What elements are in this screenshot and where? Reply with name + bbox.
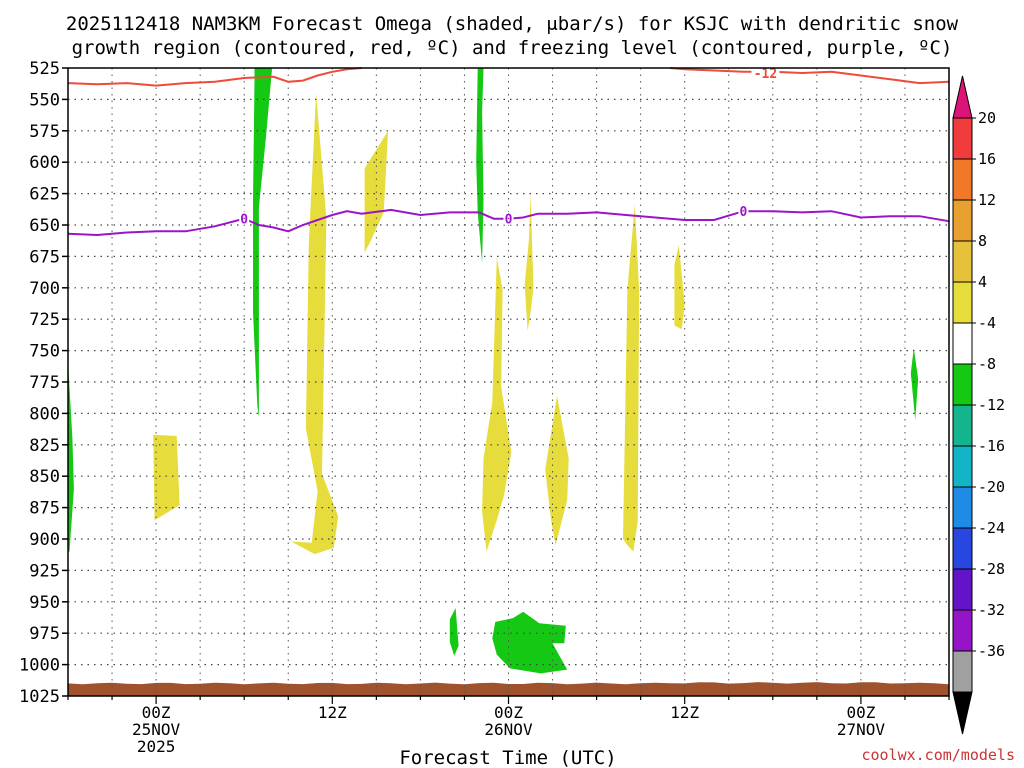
colorbar-swatch-7 [952, 404, 973, 447]
omega-region-negative-11 [910, 348, 919, 420]
ground-fill [68, 682, 949, 696]
y-tick-label-575: 575 [29, 122, 60, 142]
x-tick-label-3-0: 12Z [670, 703, 699, 722]
y-tick-label-850: 850 [29, 467, 60, 487]
colorbar-swatch-3 [952, 240, 973, 283]
colorbar-swatch-8 [952, 445, 973, 488]
y-tick-label-950: 950 [29, 593, 60, 613]
y-tick-label-700: 700 [29, 279, 60, 299]
y-tick-label-975: 975 [29, 624, 60, 644]
dgz-contour-segment-1 [669, 67, 950, 85]
freezing-label-bg-0 [239, 211, 250, 225]
colorbar-label--36: -36 [978, 642, 1005, 660]
dgz-contour-segment-0 [67, 67, 362, 87]
y-tick-label-675: 675 [29, 247, 60, 267]
x-tick-label-0-2: 2025 [137, 737, 176, 756]
freezing-level-label-1: 0 [505, 213, 513, 228]
colorbar-swatch-12 [952, 609, 973, 652]
colorbar-label-20: 20 [978, 109, 996, 127]
colorbar-label--4: -4 [978, 314, 996, 332]
omega-region-positive-6 [623, 204, 640, 552]
omega-region-negative-10 [68, 360, 74, 552]
x-tick-label-0-0: 00Z [142, 703, 171, 722]
colorbar-label-12: 12 [978, 191, 996, 209]
colorbar-label--8: -8 [978, 355, 996, 373]
y-tick-label-775: 775 [29, 373, 60, 393]
colorbar-label-8: 8 [978, 232, 987, 250]
dgz-label-bg [751, 66, 780, 81]
colorbar-swatch-0 [952, 117, 973, 160]
colorbar-swatch-13 [952, 650, 973, 693]
colorbar-label--32: -32 [978, 601, 1005, 619]
y-tick-label-900: 900 [29, 530, 60, 550]
colorbar-swatch-11 [952, 568, 973, 611]
x-axis-label: Forecast Time (UTC) [399, 747, 616, 768]
omega-region-positive-0 [291, 93, 339, 555]
omega-region-negative-13 [492, 611, 568, 674]
chart-title-line1: 2025112418 NAM3KM Forecast Omega (shaded… [66, 13, 959, 35]
colorbar-label-4: 4 [978, 273, 987, 291]
y-tick-label-800: 800 [29, 404, 60, 424]
omega-region-positive-5 [545, 395, 569, 546]
colorbar-swatch-4 [952, 281, 973, 324]
y-tick-label-1025: 1025 [19, 687, 60, 707]
freezing-label-bg-2 [738, 204, 749, 218]
credit-text: coolwx.com/models [861, 746, 1015, 764]
omega-region-positive-2 [153, 434, 180, 521]
y-tick-label-725: 725 [29, 310, 60, 330]
grid-lines [67, 68, 950, 696]
freezing-level-label-2: 0 [740, 205, 748, 220]
omega-region-negative-9 [476, 68, 484, 263]
colorbar-swatch-9 [952, 486, 973, 529]
colorbar-label--28: -28 [978, 560, 1005, 578]
y-tick-label-650: 650 [29, 216, 60, 236]
x-tick-label-4-0: 00Z [846, 703, 875, 722]
omega-region-negative-8 [253, 68, 273, 418]
x-tick-label-2-1: 26NOV [484, 720, 533, 739]
colorbar-label--16: -16 [978, 437, 1005, 455]
omega-region-positive-7 [674, 245, 685, 330]
colorbar-swatch-2 [952, 199, 973, 242]
y-tick-label-625: 625 [29, 185, 60, 205]
y-tick-label-750: 750 [29, 342, 60, 362]
colorbar-swatch-6 [952, 363, 973, 406]
x-tick-label-0-1: 25NOV [132, 720, 181, 739]
y-tick-label-525: 525 [29, 59, 60, 79]
colorbar-label-16: 16 [978, 150, 996, 168]
y-tick-label-825: 825 [29, 436, 60, 456]
omega-shading-layer [68, 68, 919, 674]
x-tick-label-4-1: 27NOV [837, 720, 886, 739]
colorbar-bottom-cap [952, 691, 973, 735]
freezing-level-label-0: 0 [240, 213, 248, 228]
y-axis: 525 550 575 600 625 650 675 700 725 750 775 800 825 8… [19, 59, 68, 707]
omega-region-positive-3 [482, 257, 512, 552]
x-tick-label-1-0: 12Z [318, 703, 347, 722]
colorbar: 20 16 12 8 4 -4 -8 -12 -16 -20 -24 -28 -32 -36 [952, 75, 1005, 735]
colorbar-swatch-10 [952, 527, 973, 570]
colorbar-top-cap [952, 75, 973, 119]
contour-layer: 0 0 0 -12 [67, 66, 950, 237]
chart-title-line2: growth region (contoured, red, ºC) and f… [72, 37, 953, 59]
freezing-label-bg-1 [503, 211, 514, 225]
y-tick-label-600: 600 [29, 153, 60, 173]
dgz-contour-label: -12 [754, 67, 777, 82]
ground-layer [68, 682, 949, 696]
omega-region-positive-4 [524, 193, 534, 331]
x-tick-label-2-0: 00Z [494, 703, 523, 722]
colorbar-label--12: -12 [978, 396, 1005, 414]
colorbar-swatch-5 [952, 322, 973, 365]
y-tick-label-925: 925 [29, 561, 60, 581]
y-tick-label-1000: 1000 [19, 656, 60, 676]
omega-region-negative-12 [449, 608, 459, 656]
colorbar-label--20: -20 [978, 478, 1005, 496]
y-tick-label-875: 875 [29, 499, 60, 519]
colorbar-label--24: -24 [978, 519, 1005, 537]
colorbar-swatch-1 [952, 158, 973, 201]
y-tick-label-550: 550 [29, 90, 60, 110]
